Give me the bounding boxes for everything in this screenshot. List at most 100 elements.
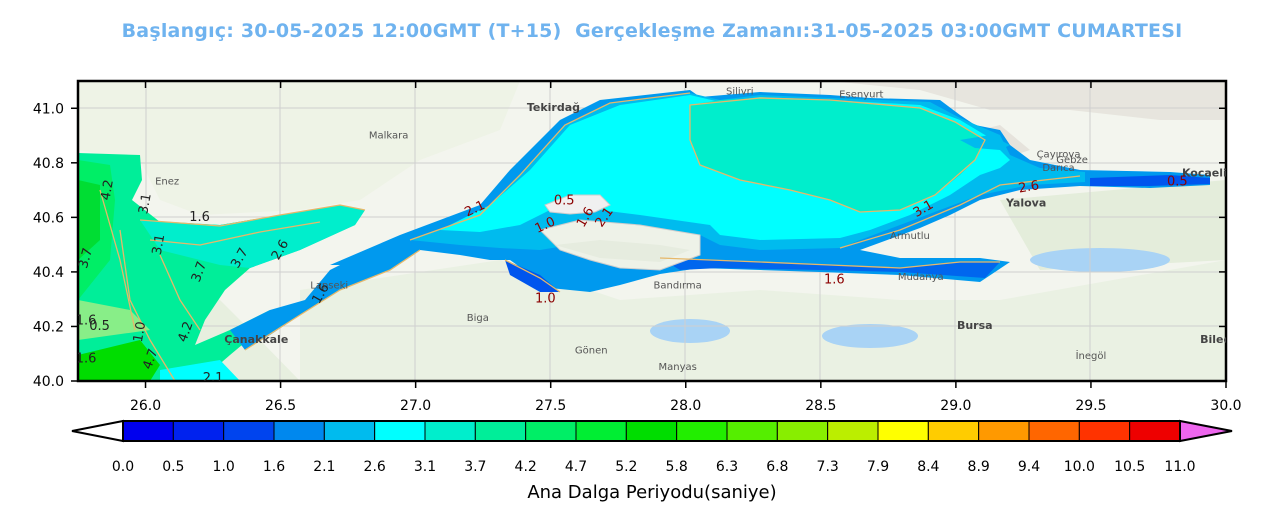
colorbar-tick-label: 6.3 — [716, 459, 738, 475]
x-tick-label: 30.0 — [1210, 398, 1241, 414]
colorbar-label: Ana Dalga Periyodu(saniye) — [527, 482, 776, 503]
contour-label: 3.1 — [136, 192, 154, 215]
colorbar-segment — [122, 420, 174, 442]
contour-label: 1.0 — [535, 292, 556, 307]
colorbar-segment — [1078, 420, 1131, 442]
place-name: Enez — [155, 177, 179, 188]
place-name: Kocaeli — [1182, 166, 1227, 179]
contour-label: 3.7 — [189, 260, 210, 285]
map-title: Başlangıç: 30-05-2025 12:00GMT (T+15) Ge… — [121, 20, 1183, 42]
contour-label: 0.5 — [1167, 174, 1188, 189]
x-tick-label: 28.0 — [670, 398, 701, 414]
contour-label: 0.5 — [89, 319, 110, 334]
colorbar-tick-label: 3.1 — [414, 459, 436, 475]
x-tick-label: 27.0 — [400, 398, 431, 414]
colorbar-tick-label: 3.7 — [464, 459, 486, 475]
colorbar-segment — [877, 420, 929, 442]
contour-lines — [99, 92, 1081, 381]
colorbar-segment — [1129, 420, 1181, 442]
colorbar-frame — [122, 420, 1181, 442]
colorbar: 0.0 0.5 1.0 1.6 2.1 2.6 3.1 3.7 4.2 4.7 5.2 5.8 6.3 6… — [71, 419, 1233, 475]
colorbar-segment — [575, 420, 627, 442]
place-name: Armutlu — [890, 231, 930, 242]
place-name: Silivri — [726, 87, 754, 98]
x-axis: 26.0 26.5 27.0 27.5 28.0 28.5 29.0 29.5 30.0 — [130, 81, 1242, 414]
place-name: Manyas — [658, 362, 696, 373]
colorbar-segment — [223, 420, 275, 442]
colorbar-segment — [273, 420, 325, 442]
plot-frame — [76, 79, 1228, 383]
colorbar-tick-label: 2.1 — [313, 459, 335, 475]
place-name: Mudanya — [898, 272, 944, 283]
colorbar-segment — [625, 420, 678, 442]
contour-label: 0.5 — [554, 194, 575, 209]
y-tick-label: 40.2 — [33, 319, 64, 335]
place-name: Malkara — [369, 130, 409, 141]
place-name: Gönen — [575, 346, 608, 357]
wave-field-aegean — [78, 153, 365, 381]
place-name-layer: Tekirdağ Çanakkale Yalova Bursa Kocaeli Bandı… — [155, 87, 1242, 373]
contour-label: 1.6 — [824, 273, 845, 288]
place-name: Tekirdağ — [527, 101, 580, 114]
contour-label: 3.1 — [150, 233, 168, 256]
colorbar-tick-label: 6.8 — [766, 459, 788, 475]
basemap — [78, 81, 1226, 381]
colorbar-segment — [676, 420, 728, 442]
colorbar-tick-label: 8.9 — [968, 459, 990, 475]
colorbar-tick-label: 10.5 — [1114, 459, 1145, 475]
colorbar-segment — [776, 420, 829, 442]
colorbar-segment — [978, 420, 1030, 442]
x-tick-label: 27.5 — [535, 398, 566, 414]
contour-label: 4.7 — [140, 347, 161, 372]
colorbar-segment — [1028, 420, 1080, 442]
colorbar-segment — [474, 420, 527, 442]
colorbar-segment — [323, 420, 376, 442]
colorbar-tick-label: 4.7 — [565, 459, 587, 475]
contour-label: 3.7 — [76, 246, 96, 270]
place-name: Esenyurt — [839, 89, 883, 100]
colorbar-tick-label: 10.0 — [1064, 459, 1095, 475]
colorbar-segment — [424, 420, 476, 442]
y-tick-label: 40.8 — [33, 156, 64, 172]
x-tick-label: 28.5 — [805, 398, 836, 414]
x-tick-label: 26.0 — [130, 398, 161, 414]
contour-label: 1.6 — [76, 352, 97, 367]
lake-uluabat — [822, 324, 918, 348]
place-name: Yalova — [1005, 196, 1046, 209]
y-tick-label: 41.0 — [33, 101, 64, 117]
contour-label: 4.2 — [99, 179, 117, 202]
colorbar-segment — [726, 420, 778, 442]
colorbar-tick-label: 7.3 — [817, 459, 839, 475]
place-name: Bursa — [957, 319, 993, 332]
x-tick-label: 26.5 — [265, 398, 296, 414]
strait-dardanelles — [230, 240, 420, 350]
colorbar-tick-label: 0.0 — [112, 459, 134, 475]
contour-label: 1.0 — [131, 320, 149, 343]
colorbar-tick-label: 9.4 — [1018, 459, 1040, 475]
place-name: Bilecik — [1200, 333, 1242, 346]
colorbar-tick-label: 5.8 — [666, 459, 688, 475]
place-name: Çanakkale — [224, 333, 288, 346]
colorbar-segment — [827, 420, 879, 442]
colorbar-tick-label: 8.4 — [917, 459, 939, 475]
place-name: Lapseki — [310, 280, 348, 291]
contour-label: 1.6 — [76, 314, 97, 329]
contour-label: 1.6 — [189, 210, 210, 225]
colorbar-tick-label: 4.2 — [515, 459, 537, 475]
colorbar-tick-label: 5.2 — [615, 459, 637, 475]
place-name: İnegöl — [1076, 349, 1107, 362]
place-name: Gebze — [1056, 155, 1088, 166]
x-tick-label: 29.5 — [1075, 398, 1106, 414]
x-tick-label: 29.0 — [940, 398, 971, 414]
colorbar-tick-label: 11.0 — [1164, 459, 1195, 475]
place-name: Çayırova — [1037, 149, 1081, 160]
y-tick-label: 40.6 — [33, 210, 64, 226]
colorbar-under-extension — [71, 419, 124, 443]
place-name: Bandırma — [654, 280, 702, 291]
y-tick-label: 40.0 — [33, 374, 64, 390]
colorbar-tick-label: 1.0 — [213, 459, 235, 475]
colorbar-tick-label: 0.5 — [162, 459, 184, 475]
colorbar-tick-label: 7.9 — [867, 459, 889, 475]
y-axis: 40.0 40.2 40.4 40.6 40.8 41.0 — [33, 101, 1226, 390]
